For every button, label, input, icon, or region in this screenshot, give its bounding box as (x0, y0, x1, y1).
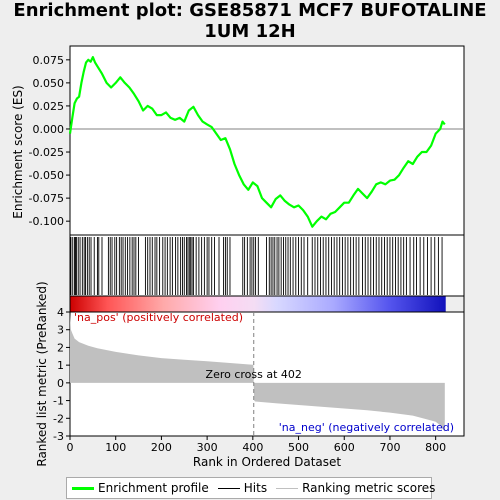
enrichment-profile-line (68, 55, 446, 228)
rank-color-bar (70, 296, 446, 312)
x-tick-label: 700 (379, 441, 400, 454)
es-y-tick-label: -0.050 (29, 169, 64, 182)
es-y-tick-label: 0.000 (33, 123, 65, 136)
legend: Enrichment profile Hits Ranking metric s… (66, 477, 435, 499)
negative-correlation-label: 'na_neg' (negatively correlated) (279, 421, 454, 434)
legend-item-enrichment: Enrichment profile (72, 481, 209, 495)
ranking-swatch (276, 487, 299, 489)
enrichment-swatch (72, 486, 94, 490)
hits-plot-area (69, 234, 465, 297)
x-axis-label: Rank in Ordered Dataset (193, 455, 341, 469)
rank-y-tick-label: 4 (57, 306, 64, 319)
hits-swatch (217, 487, 240, 489)
ranking-metric-area (70, 313, 445, 432)
chart-title: Enrichment plot: GSE85871 MCF7 BUFOTALIN… (13, 0, 487, 42)
es-y-tick-label: 0.025 (33, 100, 65, 113)
es-y-tick-label: 0.075 (33, 54, 65, 67)
hit-marks (70, 237, 443, 295)
rank-y-tick-label: 1 (57, 359, 64, 372)
x-tick-label: 500 (288, 441, 309, 454)
zero-cross-label: Zero cross at 402 (206, 368, 302, 381)
x-tick-label: 0 (67, 441, 74, 454)
es-y-tick-label: 0.050 (33, 77, 65, 90)
x-tick-label: 800 (425, 441, 446, 454)
es-y-tick-label: -0.075 (29, 192, 64, 205)
legend-item-hits: Hits (217, 481, 268, 495)
rank-y-tick-label: -2 (53, 412, 64, 425)
x-tick-label: 400 (242, 441, 263, 454)
rank-y-axis-label: Ranked list metric (PreRanked) (35, 281, 49, 466)
rank-y-tick-label: -3 (53, 430, 64, 443)
legend-label-enrichment: Enrichment profile (98, 481, 209, 495)
positive-correlation-label: 'na_pos' (positively correlated) (74, 311, 243, 324)
rank-y-ticks: 4 3 2 1 0 -1 -2 -3 (53, 306, 70, 443)
x-tick-label: 600 (334, 441, 355, 454)
legend-label-hits: Hits (243, 481, 268, 495)
rank-y-tick-label: 0 (57, 377, 64, 390)
es-y-ticks: 0.075 0.050 0.025 0.000 -0.025 -0.050 -0.075 -0… (29, 54, 70, 228)
legend-label-ranking: Ranking metric scores (302, 481, 436, 495)
x-axis-ticks: 0 100 200 300 400 500 600 700 800 (67, 436, 446, 454)
es-y-tick-label: -0.100 (29, 215, 64, 228)
enrichment-plot-area (69, 45, 465, 236)
rank-y-tick-label: -1 (53, 395, 64, 408)
legend-item-ranking: Ranking metric scores (276, 481, 435, 495)
rank-y-tick-label: 3 (57, 324, 64, 337)
x-tick-label: 200 (151, 441, 172, 454)
x-tick-label: 100 (105, 441, 126, 454)
es-y-tick-label: -0.025 (29, 146, 64, 159)
rank-y-tick-label: 2 (57, 341, 64, 354)
es-y-axis-label: Enrichment score (ES) (11, 85, 25, 218)
x-tick-label: 300 (197, 441, 218, 454)
